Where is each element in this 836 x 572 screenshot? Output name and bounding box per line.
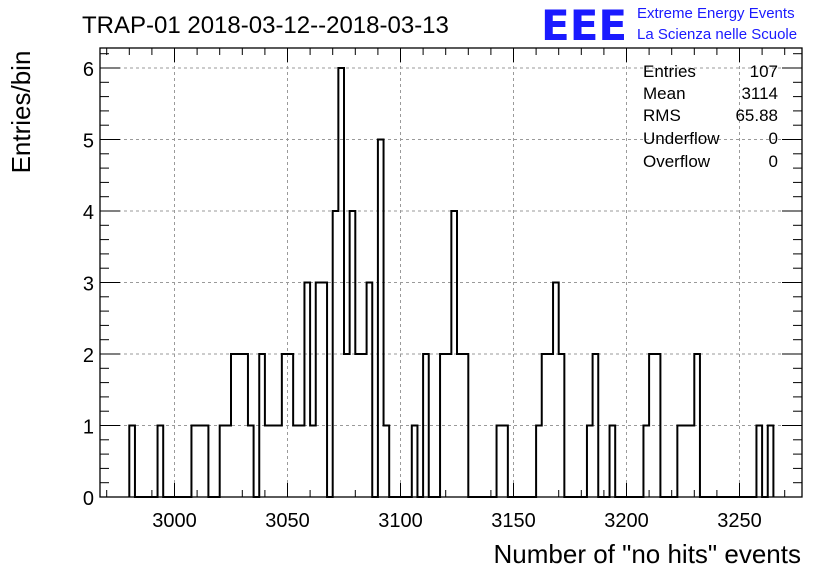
histogram-bin: [191, 426, 197, 498]
histogram-bin: [451, 211, 457, 497]
stats-label-overflow: Overflow: [643, 152, 711, 171]
histogram-bin: [293, 426, 299, 498]
y-tick-label: 3: [83, 274, 94, 296]
histogram-bin: [367, 283, 373, 498]
histogram-bin: [593, 354, 599, 497]
histogram-bin: [304, 283, 310, 498]
histogram-bin: [271, 426, 277, 498]
histogram-bin: [547, 354, 553, 497]
histogram-bin: [440, 354, 446, 497]
histogram-bin: [158, 426, 164, 498]
histogram-bin: [536, 426, 542, 498]
logo-mark: EEE: [541, 1, 627, 50]
x-tick-label: 3200: [604, 510, 649, 532]
histogram-outline: [128, 67, 775, 498]
histogram-bin: [756, 426, 762, 498]
histogram-bin: [203, 426, 209, 498]
histogram-bin: [694, 354, 700, 497]
chart-title: TRAP-01 2018-03-12--2018-03-13: [82, 12, 449, 39]
histogram-bin: [643, 426, 649, 498]
logo: EEE Extreme Energy Events La Scienza nel…: [541, 1, 797, 50]
histogram-bin: [610, 426, 616, 498]
histogram-bin: [457, 354, 463, 497]
histogram-bin: [321, 283, 327, 498]
histogram-bin: [689, 426, 695, 498]
x-tick-label: 3150: [491, 510, 536, 532]
histogram-bin: [129, 426, 135, 498]
tick-labels: 3000 3050 3100 3150 3200 3250 0 1 2 3 4 5 6: [83, 59, 762, 532]
histogram-bin: [237, 354, 243, 497]
histogram-bin: [197, 426, 203, 498]
histogram-bin: [384, 426, 390, 498]
stats-label-entries: Entries: [643, 62, 696, 81]
stats-label-mean: Mean: [643, 84, 686, 103]
x-tick-label: 3250: [717, 510, 762, 532]
histogram-bin: [259, 354, 265, 497]
stats-value-rms: 65.88: [735, 106, 778, 125]
histogram-bin: [282, 354, 288, 497]
stats-box: Entries 107 Mean 3114 RMS 65.88 Underflo…: [643, 62, 778, 171]
y-tick-label: 2: [83, 345, 94, 367]
stats-value-mean: 3114: [741, 84, 778, 103]
axis-ticks: [100, 48, 802, 498]
histogram-bin: [446, 354, 452, 497]
histogram-bin: [542, 354, 548, 497]
histogram-bin: [649, 354, 655, 497]
y-tick-label: 4: [83, 202, 94, 224]
histogram-bin: [361, 354, 367, 497]
histogram-bin: [423, 354, 429, 497]
stats-value-underflow: 0: [769, 129, 778, 148]
histogram-bin: [412, 426, 418, 498]
logo-line-1: Extreme Energy Events: [637, 5, 795, 22]
x-tick-label: 3050: [265, 510, 310, 532]
histogram-bin: [683, 426, 689, 498]
histogram-bin: [378, 140, 384, 498]
stats-value-overflow: 0: [769, 152, 778, 171]
histogram-bin: [225, 426, 231, 498]
x-tick-label: 3000: [152, 510, 197, 532]
histogram-bin: [502, 426, 508, 498]
histogram-bin: [553, 283, 559, 498]
y-tick-label: 1: [83, 417, 94, 439]
y-tick-label: 6: [83, 59, 94, 81]
histogram-bin: [288, 354, 294, 497]
histogram-bin: [497, 426, 503, 498]
histogram-bin: [350, 211, 356, 497]
histogram-bin: [333, 211, 339, 497]
histogram-bin: [299, 426, 305, 498]
histogram-bin: [677, 426, 683, 498]
y-tick-label: 0: [83, 488, 94, 510]
histogram-bin: [276, 426, 282, 498]
histogram-bin: [355, 354, 361, 497]
histogram-bin: [655, 354, 661, 497]
x-axis-label: Number of "no hits" events: [494, 539, 802, 569]
histogram-bin: [768, 426, 774, 498]
stats-label-underflow: Underflow: [643, 129, 720, 148]
histogram-bin: [316, 283, 322, 498]
histogram-bins: [128, 67, 775, 498]
stats-label-rms: RMS: [643, 106, 681, 125]
histogram-bin: [265, 426, 271, 498]
stats-value-entries: 107: [750, 62, 778, 81]
logo-line-2: La Scienza nelle Scuole: [637, 26, 797, 43]
histogram-bin: [242, 354, 248, 497]
histogram-bin: [344, 354, 350, 497]
y-tick-label: 5: [83, 131, 94, 153]
histogram-bin: [231, 354, 237, 497]
histogram-bin: [463, 354, 469, 497]
histogram-bin: [559, 354, 565, 497]
histogram-bin: [248, 426, 254, 498]
plot-frame: [99, 47, 803, 498]
y-axis-label: Entries/bin: [6, 51, 36, 174]
x-tick-label: 3100: [378, 510, 423, 532]
histogram-bin: [310, 426, 316, 498]
histogram-bin: [587, 426, 593, 498]
histogram-bin: [338, 68, 344, 497]
histogram-bin: [220, 426, 226, 498]
